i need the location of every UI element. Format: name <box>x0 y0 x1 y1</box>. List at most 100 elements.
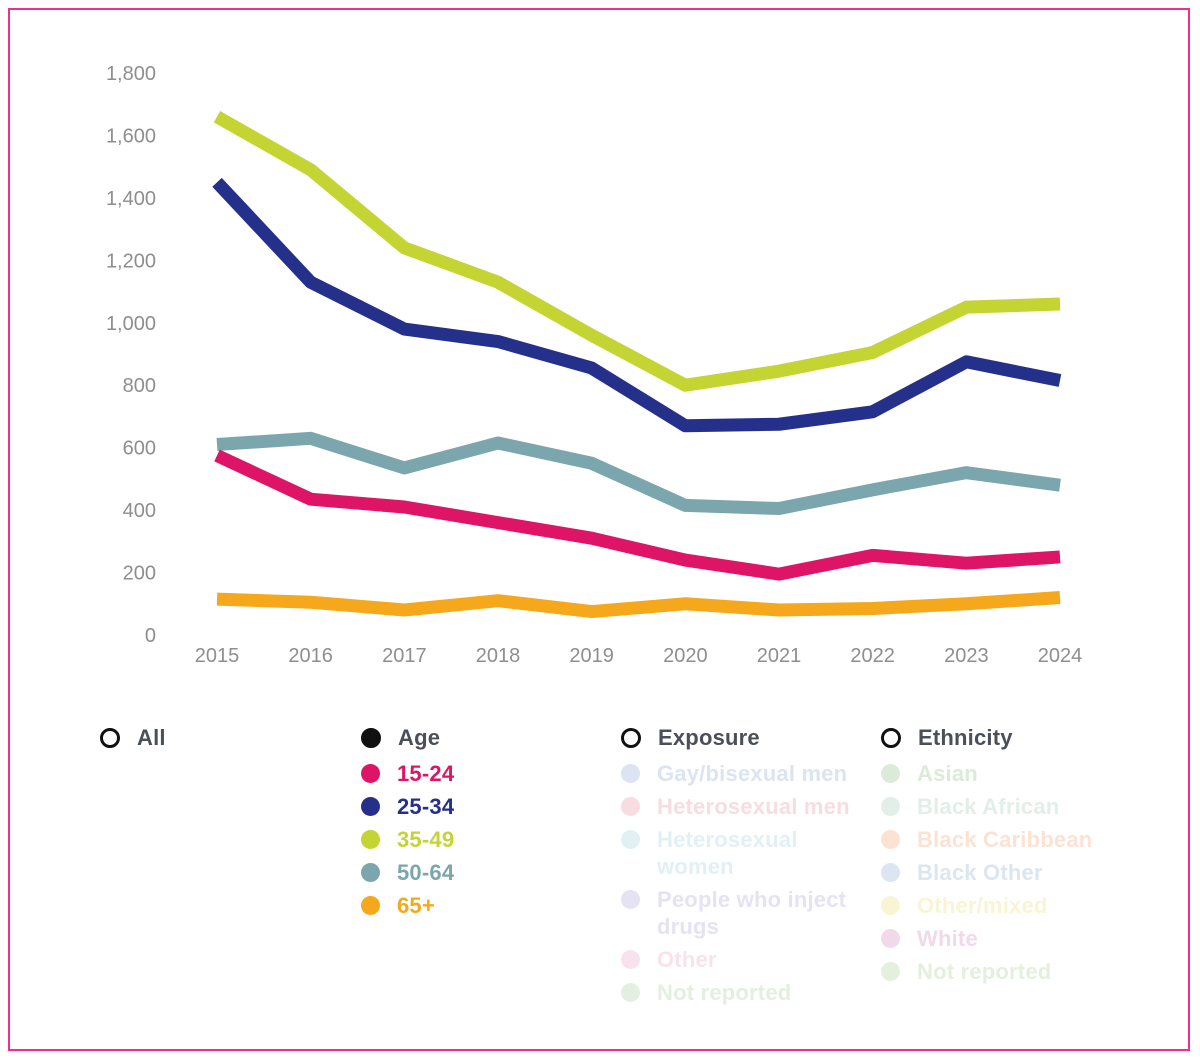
x-axis-tick-label: 2017 <box>382 645 427 667</box>
legend-item-label: Gay/bisexual men <box>657 761 848 786</box>
radio-icon[interactable] <box>621 727 641 748</box>
radio-icon[interactable] <box>881 727 901 748</box>
y-axis-tick-label: 200 <box>123 563 156 585</box>
legend-swatch-icon <box>361 830 380 849</box>
legend-item-label: Heterosexual men <box>657 794 850 819</box>
y-axis-tick-label: 1,400 <box>106 188 156 210</box>
y-axis-tick-label: 1,800 <box>106 63 156 85</box>
radio-checked-icon[interactable] <box>361 727 381 748</box>
radio-icon[interactable] <box>100 727 120 748</box>
legend-item-label: 25-34 <box>397 794 455 819</box>
x-axis-tick-label: 2016 <box>288 645 333 667</box>
legend-item: 25-34 <box>361 793 561 820</box>
legend-swatch-icon <box>361 797 380 816</box>
legend-item: Heterosexual men <box>621 793 851 820</box>
x-axis-tick-label: 2022 <box>850 645 895 667</box>
y-axis-tick-label: 1,000 <box>106 313 156 335</box>
legend-swatch-icon <box>621 797 640 816</box>
legend-item: Heterosexual women <box>621 826 851 880</box>
legend-item: 15-24 <box>361 760 561 787</box>
legend-item: Black Caribbean <box>881 826 1131 853</box>
chart-legend: All Age 15-24 25-34 35-49 50-64 65+ Exposure… <box>10 724 1188 1044</box>
legend-item-label: Black African <box>917 794 1060 819</box>
x-axis-tick-label: 2019 <box>569 645 614 667</box>
legend-swatch-icon <box>881 797 900 816</box>
series-line-35-49 <box>213 111 1061 392</box>
x-axis-tick-label: 2021 <box>757 645 802 667</box>
legend-group-label[interactable]: Exposure <box>658 724 760 750</box>
legend-swatch-icon <box>881 896 900 915</box>
legend-group-label[interactable]: Ethnicity <box>918 724 1013 750</box>
legend-item-label: Heterosexual women <box>657 827 798 879</box>
legend-item-label: 35-49 <box>397 827 455 852</box>
legend-group-all: All <box>100 724 280 760</box>
legend-item: Not reported <box>621 979 851 1006</box>
x-axis-tick-label: 2018 <box>476 645 521 667</box>
series-line-15-24 <box>214 449 1061 581</box>
x-axis-tick-label: 2024 <box>1038 645 1083 667</box>
legend-item-label: Not reported <box>657 980 792 1005</box>
legend-item-label: Not reported <box>917 959 1052 984</box>
legend-swatch-icon <box>881 830 900 849</box>
legend-group-label[interactable]: All <box>137 724 166 750</box>
series-line-25-34 <box>212 177 1062 433</box>
legend-swatch-icon <box>361 764 380 783</box>
legend-item: People who inject drugs <box>621 886 851 940</box>
legend-item: White <box>881 925 1131 952</box>
radio-option-all[interactable]: All <box>100 724 280 751</box>
legend-item: 50-64 <box>361 859 561 886</box>
legend-swatch-icon <box>621 764 640 783</box>
legend-swatch-icon <box>361 863 380 882</box>
legend-items-age: 15-24 25-34 35-49 50-64 65+ <box>361 760 561 925</box>
legend-items-ethnicity: Asian Black African Black Caribbean Black O… <box>881 760 1131 991</box>
legend-group-label[interactable]: Age <box>398 724 441 750</box>
legend-group-exposure: Exposure Gay/bisexual men Heterosexual me… <box>621 724 851 1012</box>
legend-item-label: Black Caribbean <box>917 827 1093 852</box>
legend-item: 35-49 <box>361 826 561 853</box>
legend-swatch-icon <box>881 962 900 981</box>
y-axis-tick-label: 1,200 <box>106 250 156 272</box>
y-axis-tick-label: 400 <box>123 500 156 522</box>
legend-swatch-icon <box>361 896 380 915</box>
x-axis-tick-label: 2015 <box>195 645 240 667</box>
y-axis-tick-label: 600 <box>123 438 156 460</box>
legend-group-age: Age 15-24 25-34 35-49 50-64 65+ <box>361 724 561 925</box>
y-axis-tick-label: 800 <box>123 375 156 397</box>
legend-items-exposure: Gay/bisexual men Heterosexual men Heterose… <box>621 760 851 1012</box>
y-axis-tick-label: 1,600 <box>106 125 156 147</box>
legend-item: 65+ <box>361 892 561 919</box>
legend-swatch-icon <box>621 950 640 969</box>
series-line-50-64 <box>216 431 1061 516</box>
legend-item-label: Other <box>657 947 717 972</box>
legend-item: Other <box>621 946 851 973</box>
legend-item-label: People who inject drugs <box>657 887 847 939</box>
legend-item-label: 15-24 <box>397 761 455 786</box>
legend-swatch-icon <box>881 929 900 948</box>
legend-item-label: Asian <box>917 761 978 786</box>
legend-item: Asian <box>881 760 1131 787</box>
radio-option-exposure[interactable]: Exposure <box>621 724 851 751</box>
radio-option-ethnicity[interactable]: Ethnicity <box>881 724 1131 751</box>
legend-item-label: White <box>917 926 978 951</box>
y-axis-tick-label: 0 <box>145 625 156 647</box>
legend-swatch-icon <box>881 764 900 783</box>
legend-item-label: 50-64 <box>397 860 455 885</box>
line-chart: 0 200 400 600 800 1,000 1,200 1,400 1,600 1,800 20… <box>10 10 1188 690</box>
x-axis-tick-label: 2023 <box>944 645 989 667</box>
legend-swatch-icon <box>621 890 640 909</box>
legend-item: Black Other <box>881 859 1131 886</box>
legend-group-ethnicity: Ethnicity Asian Black African Black Caribb… <box>881 724 1131 991</box>
radio-option-age[interactable]: Age <box>361 724 561 751</box>
legend-item-label: Other/mixed <box>917 893 1048 918</box>
chart-card: 0 200 400 600 800 1,000 1,200 1,400 1,600 1,800 20… <box>8 8 1190 1051</box>
legend-swatch-icon <box>621 983 640 1002</box>
legend-item: Other/mixed <box>881 892 1131 919</box>
series-line-65+ <box>216 591 1061 619</box>
legend-item: Gay/bisexual men <box>621 760 851 787</box>
legend-item-label: Black Other <box>917 860 1043 885</box>
legend-item: Not reported <box>881 958 1131 985</box>
x-axis-tick-label: 2020 <box>663 645 708 667</box>
legend-swatch-icon <box>881 863 900 882</box>
line-chart-canvas: 0 200 400 600 800 1,000 1,200 1,400 1,600 1,800 20… <box>106 63 1083 667</box>
legend-item-label: 65+ <box>397 893 435 918</box>
